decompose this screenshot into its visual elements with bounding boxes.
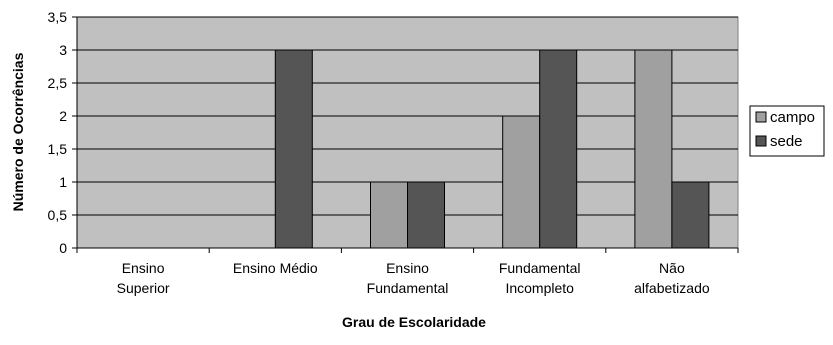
x-category-label-line: Ensino Médio	[233, 260, 318, 276]
y-tick-label: 1,5	[48, 141, 68, 157]
x-category-label-line: Ensino	[122, 260, 165, 276]
x-category-label: Fundamental Incompleto	[499, 260, 581, 296]
x-axis-title: Grau de Escolaridade	[342, 314, 486, 330]
y-tick-label: 0,5	[48, 207, 68, 223]
bar-sede-3	[407, 181, 445, 249]
x-category-label: Ensino Superior	[117, 260, 170, 296]
x-category-label-line: Superior	[117, 280, 170, 296]
legend-swatch-sede	[755, 135, 767, 147]
x-category-label: Ensino Fundamental	[367, 260, 449, 296]
x-category-label-line: Incompleto	[505, 280, 574, 296]
x-category-label-line: alfabetizado	[634, 280, 710, 296]
x-category-label-line: Fundamental	[367, 280, 449, 296]
bar-sede-2	[274, 49, 313, 249]
y-tick-label: 0	[59, 240, 67, 256]
x-category-label: Ensino Médio	[233, 260, 318, 276]
x-category-label: Não alfabetizado	[634, 260, 710, 296]
legend-label-campo: campo	[770, 109, 815, 126]
y-axis-title: Número de Ocorrências	[10, 52, 26, 211]
bar-campo-5	[634, 49, 673, 249]
x-category-label-line: Ensino	[386, 260, 429, 276]
legend-swatch-campo	[755, 111, 767, 123]
x-category-label-line: Não	[659, 260, 685, 276]
x-category-label-line: Fundamental	[499, 260, 581, 276]
y-tick-label: 2	[59, 108, 67, 124]
legend-label-sede: sede	[770, 133, 803, 150]
bar-campo-3	[370, 181, 408, 249]
y-tick-label: 3	[59, 42, 67, 58]
y-tick-label: 2,5	[48, 75, 68, 91]
bar-campo-4	[502, 115, 541, 249]
y-tick-label: 1	[59, 174, 67, 190]
bar-sede-5	[671, 181, 710, 249]
y-tick-label: 3,5	[48, 9, 68, 25]
bar-sede-4	[539, 49, 578, 249]
